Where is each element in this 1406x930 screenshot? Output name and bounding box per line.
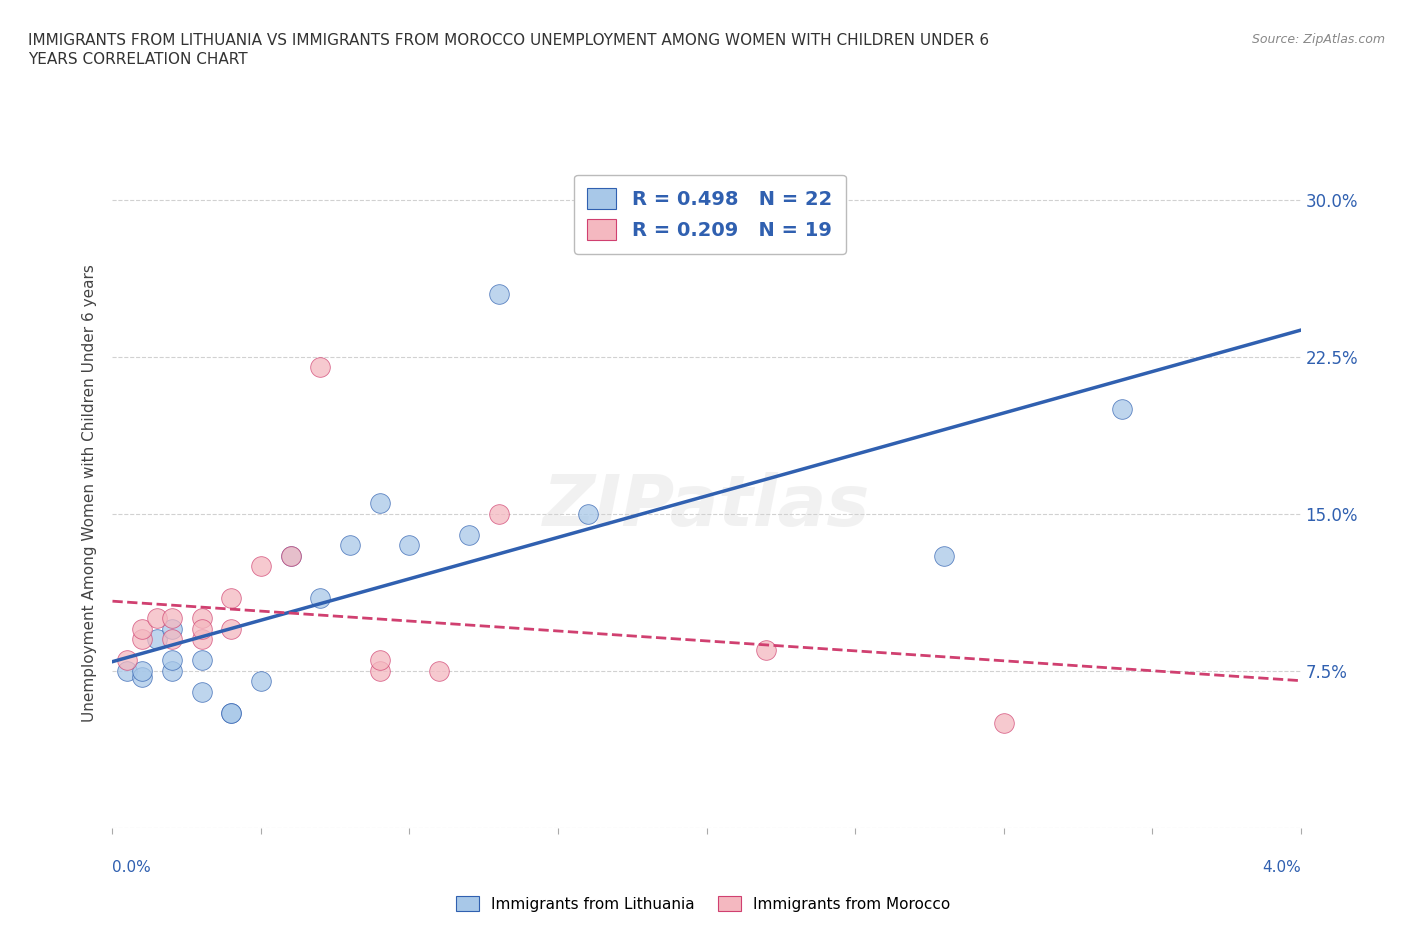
Point xyxy=(117,663,139,678)
Point xyxy=(398,538,420,552)
Point xyxy=(219,591,243,605)
Point xyxy=(160,621,183,636)
Point xyxy=(280,548,302,563)
Text: 4.0%: 4.0% xyxy=(1261,860,1301,875)
Point xyxy=(190,684,212,699)
Point xyxy=(250,673,273,688)
Point xyxy=(160,653,183,668)
Point xyxy=(368,663,391,678)
Point xyxy=(368,653,391,668)
Point xyxy=(755,643,778,658)
Point xyxy=(190,611,212,626)
Point xyxy=(160,611,183,626)
Point xyxy=(488,286,510,301)
Y-axis label: Unemployment Among Women with Children Under 6 years: Unemployment Among Women with Children U… xyxy=(82,264,97,722)
Point xyxy=(488,506,510,521)
Point xyxy=(219,621,243,636)
Point xyxy=(219,705,243,720)
Legend: Immigrants from Lithuania, Immigrants from Morocco: Immigrants from Lithuania, Immigrants fr… xyxy=(450,889,956,918)
Point xyxy=(146,611,169,626)
Text: 0.0%: 0.0% xyxy=(112,860,152,875)
Point xyxy=(993,716,1015,731)
Point xyxy=(131,670,153,684)
Point xyxy=(190,653,212,668)
Point xyxy=(160,632,183,647)
Point xyxy=(131,621,153,636)
Point xyxy=(1111,402,1133,417)
Legend: R = 0.498   N = 22, R = 0.209   N = 19: R = 0.498 N = 22, R = 0.209 N = 19 xyxy=(574,175,846,254)
Point xyxy=(427,663,450,678)
Point xyxy=(160,663,183,678)
Point xyxy=(339,538,361,552)
Point xyxy=(309,591,332,605)
Point xyxy=(576,506,599,521)
Point xyxy=(280,548,302,563)
Point xyxy=(458,527,481,542)
Point xyxy=(190,621,212,636)
Point xyxy=(219,705,243,720)
Point xyxy=(250,559,273,574)
Point xyxy=(146,632,169,647)
Point xyxy=(117,653,139,668)
Point xyxy=(190,632,212,647)
Text: ZIPatlas: ZIPatlas xyxy=(543,472,870,540)
Point xyxy=(368,496,391,511)
Point xyxy=(131,632,153,647)
Point xyxy=(131,663,153,678)
Text: Source: ZipAtlas.com: Source: ZipAtlas.com xyxy=(1251,33,1385,46)
Text: IMMIGRANTS FROM LITHUANIA VS IMMIGRANTS FROM MOROCCO UNEMPLOYMENT AMONG WOMEN WI: IMMIGRANTS FROM LITHUANIA VS IMMIGRANTS … xyxy=(28,33,990,67)
Point xyxy=(309,360,332,375)
Point xyxy=(934,548,956,563)
